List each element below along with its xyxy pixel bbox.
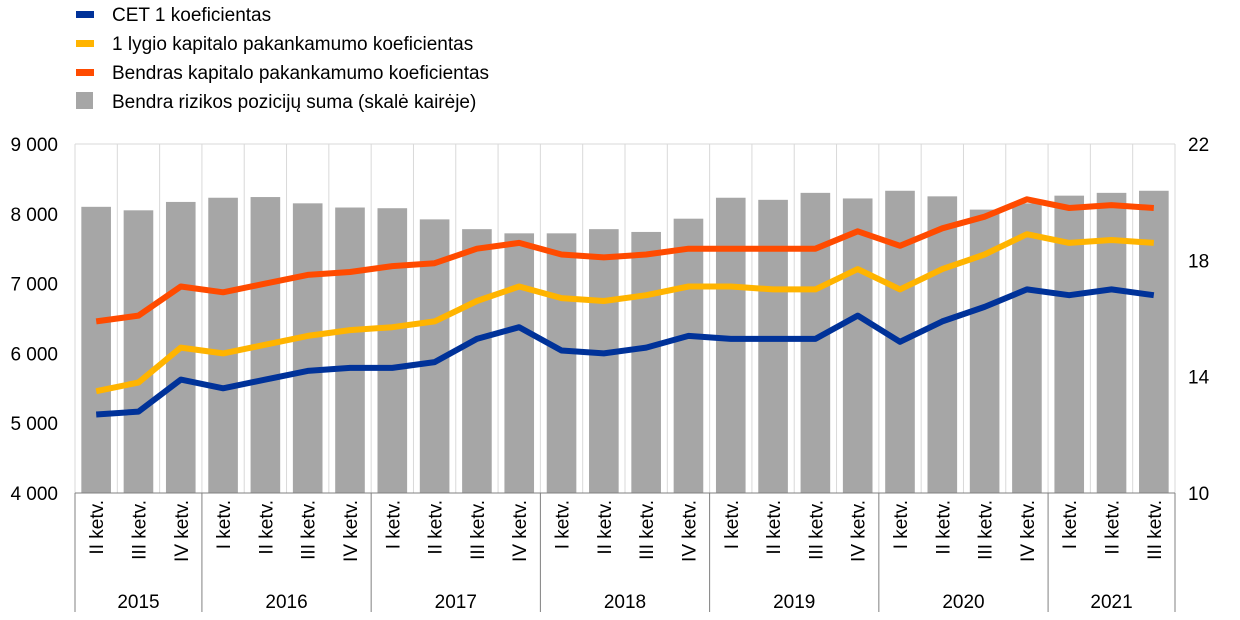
- y-left-tick-label: 5 000: [10, 414, 58, 435]
- bar: [335, 207, 365, 493]
- legend-swatch: [76, 40, 94, 47]
- x-tick-label: I ketv.: [214, 500, 235, 549]
- x-tick-label: II ketv.: [256, 500, 277, 555]
- x-tick-label: I ketv.: [553, 500, 574, 549]
- x-tick-label: I ketv.: [891, 500, 912, 549]
- x-tick-label: IV ketv.: [510, 500, 531, 562]
- x-tick-label: IV ketv.: [341, 500, 362, 562]
- y-left-tick-label: 8 000: [10, 205, 58, 226]
- legend: CET 1 koeficientas 1 lygio kapitalo pakan…: [76, 5, 489, 113]
- bar: [927, 196, 958, 493]
- bar: [715, 197, 746, 493]
- x-tick-label: II ketv.: [1103, 500, 1124, 555]
- bar: [504, 233, 535, 493]
- x-tick-label: I ketv.: [383, 500, 404, 549]
- x-tick-label: II ketv.: [933, 500, 954, 555]
- x-tick-label: IV ketv.: [172, 500, 193, 562]
- bar: [123, 210, 154, 493]
- y-right-tick-label: 10: [1188, 484, 1209, 505]
- x-tick-label: II ketv.: [87, 500, 108, 555]
- bar: [208, 197, 238, 493]
- x-tick-label: III ketv.: [468, 500, 489, 560]
- bar: [1139, 190, 1169, 494]
- legend-swatch: [76, 69, 94, 76]
- legend-label: CET 1 koeficientas: [112, 5, 271, 26]
- bar: [800, 192, 831, 494]
- bar: [758, 199, 788, 493]
- bar: [1012, 203, 1042, 493]
- legend-label: 1 lygio kapitalo pakankamumo koeficienta…: [112, 34, 473, 55]
- x-tick-label: III ketv.: [129, 500, 150, 560]
- year-label: 2016: [265, 592, 307, 613]
- year-label: 2019: [773, 592, 815, 613]
- legend-label: Bendras kapitalo pakankamumo koeficienta…: [112, 63, 489, 84]
- x-tick-label: II ketv.: [764, 500, 785, 555]
- x-tick-label: I ketv.: [1060, 500, 1081, 549]
- series-line-2: [95, 231, 1155, 395]
- y-right-tick-label: 18: [1188, 251, 1209, 272]
- x-tick-label: II ketv.: [426, 500, 447, 555]
- bar: [546, 233, 577, 493]
- gridlines: [74, 143, 1176, 493]
- y-left-tick-label: 4 000: [10, 484, 58, 505]
- x-tick-label: III ketv.: [1145, 500, 1166, 560]
- y-right-tick-label: 14: [1188, 368, 1210, 389]
- bar: [842, 198, 873, 493]
- legend-label: Bendra rizikos pozicijų suma (skalė kair…: [112, 92, 476, 113]
- legend-swatch: [76, 11, 94, 18]
- year-label: 2015: [117, 592, 159, 613]
- y-left-tick-label: 9 000: [10, 135, 58, 156]
- year-label: 2017: [435, 592, 477, 613]
- line-series: [95, 196, 1155, 418]
- series-line-3: [95, 196, 1155, 325]
- axes: 4 000 5 000 6 000 7 000 8 000 9 000 10 14 18 22 II…: [10, 135, 1209, 613]
- x-tick-label: I ketv.: [722, 500, 743, 549]
- x-tick-label: II ketv.: [595, 500, 616, 555]
- x-tick-label: IV ketv.: [1018, 500, 1039, 562]
- bar: [589, 229, 619, 493]
- x-tick-label: III ketv.: [299, 500, 320, 560]
- year-label: 2018: [604, 592, 646, 613]
- x-tick-label: IV ketv.: [849, 500, 870, 562]
- x-tick-label: III ketv.: [806, 500, 827, 560]
- series-line-1: [95, 286, 1155, 418]
- x-tick-label: III ketv.: [976, 500, 997, 560]
- year-label: 2020: [942, 592, 984, 613]
- bar: [673, 218, 704, 493]
- bar: [292, 203, 323, 493]
- y-left-tick-label: 6 000: [10, 344, 58, 365]
- x-tick-label: III ketv.: [637, 500, 658, 560]
- legend-swatch: [76, 92, 93, 109]
- x-tick-label: IV ketv.: [679, 500, 700, 562]
- y-right-tick-label: 22: [1188, 135, 1209, 156]
- y-left-tick-label: 7 000: [10, 275, 58, 296]
- bar: [462, 229, 492, 493]
- bar: [81, 206, 111, 493]
- bar: [377, 208, 408, 493]
- year-label: 2021: [1090, 592, 1132, 613]
- bar: [631, 231, 661, 493]
